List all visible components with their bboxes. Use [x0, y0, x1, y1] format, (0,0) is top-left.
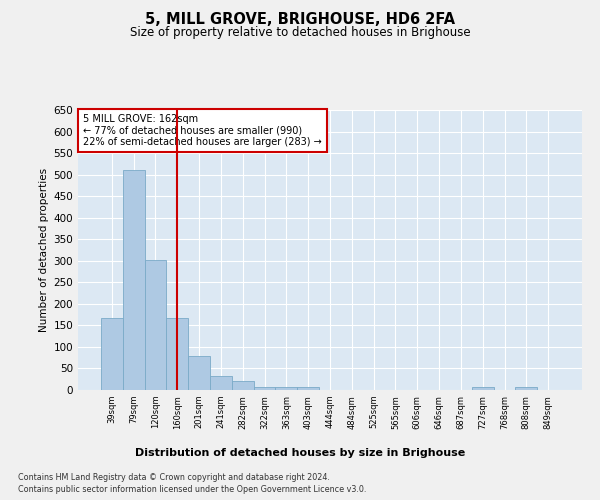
Text: Size of property relative to detached houses in Brighouse: Size of property relative to detached ho… — [130, 26, 470, 39]
Bar — [297, 387, 319, 390]
Bar — [254, 387, 275, 390]
Bar — [166, 318, 188, 390]
Bar — [145, 260, 166, 390]
Bar — [472, 387, 494, 390]
Bar — [123, 170, 145, 390]
Bar — [515, 387, 537, 390]
Y-axis label: Number of detached properties: Number of detached properties — [39, 168, 49, 332]
Bar — [232, 382, 254, 390]
Bar — [210, 376, 232, 390]
Text: Contains HM Land Registry data © Crown copyright and database right 2024.: Contains HM Land Registry data © Crown c… — [18, 472, 330, 482]
Bar — [275, 387, 297, 390]
Bar — [188, 356, 210, 390]
Text: Distribution of detached houses by size in Brighouse: Distribution of detached houses by size … — [135, 448, 465, 458]
Text: 5 MILL GROVE: 162sqm
← 77% of detached houses are smaller (990)
22% of semi-deta: 5 MILL GROVE: 162sqm ← 77% of detached h… — [83, 114, 322, 148]
Bar — [101, 318, 123, 390]
Text: 5, MILL GROVE, BRIGHOUSE, HD6 2FA: 5, MILL GROVE, BRIGHOUSE, HD6 2FA — [145, 12, 455, 28]
Text: Contains public sector information licensed under the Open Government Licence v3: Contains public sector information licen… — [18, 485, 367, 494]
